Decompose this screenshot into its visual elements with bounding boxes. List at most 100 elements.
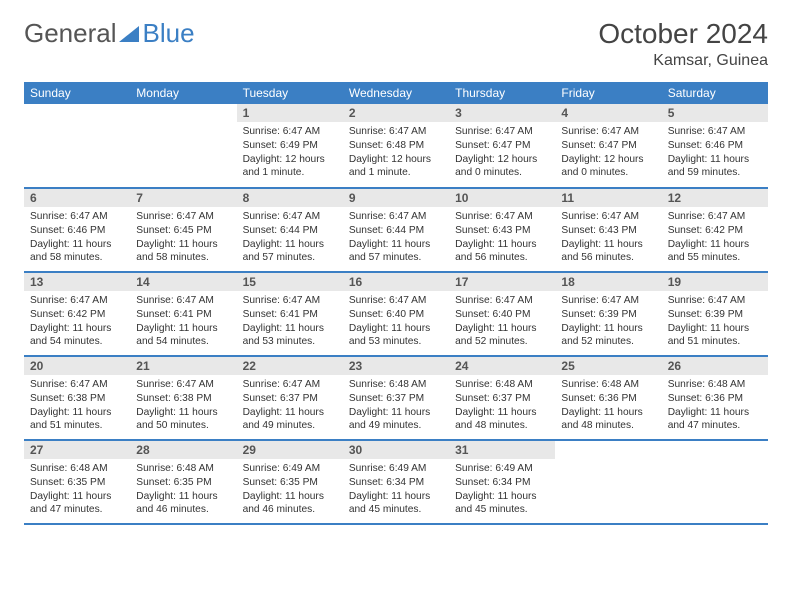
day-number: 29	[237, 441, 343, 459]
calendar-table: Sunday Monday Tuesday Wednesday Thursday…	[24, 82, 768, 525]
calendar-cell	[555, 440, 661, 524]
day-details: Sunrise: 6:47 AMSunset: 6:47 PMDaylight:…	[449, 122, 555, 184]
calendar-cell: 21Sunrise: 6:47 AMSunset: 6:38 PMDayligh…	[130, 356, 236, 440]
daylight-text: Daylight: 11 hours and 46 minutes.	[243, 490, 337, 518]
day-details: Sunrise: 6:48 AMSunset: 6:36 PMDaylight:…	[555, 375, 661, 437]
daylight-text: Daylight: 11 hours and 46 minutes.	[136, 490, 230, 518]
calendar-cell: 15Sunrise: 6:47 AMSunset: 6:41 PMDayligh…	[237, 272, 343, 356]
weekday-sun: Sunday	[24, 82, 130, 104]
sunrise-text: Sunrise: 6:47 AM	[30, 210, 124, 224]
day-details: Sunrise: 6:47 AMSunset: 6:46 PMDaylight:…	[662, 122, 768, 184]
calendar-cell	[24, 104, 130, 188]
sunset-text: Sunset: 6:42 PM	[30, 308, 124, 322]
daylight-text: Daylight: 11 hours and 51 minutes.	[30, 406, 124, 434]
day-details: Sunrise: 6:47 AMSunset: 6:49 PMDaylight:…	[237, 122, 343, 184]
sunset-text: Sunset: 6:46 PM	[668, 139, 762, 153]
day-details: Sunrise: 6:47 AMSunset: 6:44 PMDaylight:…	[343, 207, 449, 269]
sunrise-text: Sunrise: 6:47 AM	[668, 125, 762, 139]
daylight-text: Daylight: 12 hours and 1 minute.	[349, 153, 443, 181]
sunrise-text: Sunrise: 6:47 AM	[668, 294, 762, 308]
day-number: 14	[130, 273, 236, 291]
sunrise-text: Sunrise: 6:47 AM	[243, 125, 337, 139]
day-number: 7	[130, 189, 236, 207]
day-details: Sunrise: 6:47 AMSunset: 6:45 PMDaylight:…	[130, 207, 236, 269]
day-number: 13	[24, 273, 130, 291]
calendar-row: 20 Sunrise: 6:47 AMSunset: 6:38 PM Dayligh…	[24, 356, 768, 440]
sunset-text: Sunset: 6:44 PM	[243, 224, 337, 238]
calendar-cell: 26Sunrise: 6:48 AMSunset: 6:36 PMDayligh…	[662, 356, 768, 440]
logo-word-1: General	[24, 18, 117, 49]
sunrise-text: Sunrise: 6:47 AM	[136, 294, 230, 308]
weekday-mon: Monday	[130, 82, 236, 104]
daylight-text: Daylight: 11 hours and 53 minutes.	[243, 322, 337, 350]
day-number: 19	[662, 273, 768, 291]
weekday-fri: Friday	[555, 82, 661, 104]
sunset-text: Sunset: 6:43 PM	[561, 224, 655, 238]
weekday-wed: Wednesday	[343, 82, 449, 104]
daylight-text: Daylight: 11 hours and 58 minutes.	[136, 238, 230, 266]
sunset-text: Sunset: 6:37 PM	[455, 392, 549, 406]
sunset-text: Sunset: 6:41 PM	[136, 308, 230, 322]
calendar-body: 1Sunrise: 6:47 AMSunset: 6:49 PMDaylight…	[24, 104, 768, 524]
sunrise-text: Sunrise: 6:47 AM	[455, 294, 549, 308]
day-details: Sunrise: 6:47 AMSunset: 6:42 PMDaylight:…	[24, 291, 130, 353]
weekday-sat: Saturday	[662, 82, 768, 104]
day-number: 15	[237, 273, 343, 291]
day-details: Sunrise: 6:47 AMSunset: 6:47 PMDaylight:…	[555, 122, 661, 184]
daylight-text: Daylight: 12 hours and 0 minutes.	[455, 153, 549, 181]
day-number: 18	[555, 273, 661, 291]
day-number: 20	[24, 357, 130, 375]
daylight-text: Daylight: 11 hours and 56 minutes.	[561, 238, 655, 266]
sunrise-text: Sunrise: 6:48 AM	[561, 378, 655, 392]
sunset-text: Sunset: 6:44 PM	[349, 224, 443, 238]
daylight-text: Daylight: 11 hours and 59 minutes.	[668, 153, 762, 181]
day-details: Sunrise: 6:47 AMSunset: 6:44 PMDaylight:…	[237, 207, 343, 269]
sunset-text: Sunset: 6:47 PM	[455, 139, 549, 153]
sunrise-text: Sunrise: 6:47 AM	[136, 378, 230, 392]
calendar-cell: 30Sunrise: 6:49 AMSunset: 6:34 PMDayligh…	[343, 440, 449, 524]
day-number: 1	[237, 104, 343, 122]
calendar-cell: 3Sunrise: 6:47 AMSunset: 6:47 PMDaylight…	[449, 104, 555, 188]
sunrise-text: Sunrise: 6:49 AM	[243, 462, 337, 476]
logo-sail-icon	[119, 24, 141, 44]
sunset-text: Sunset: 6:36 PM	[561, 392, 655, 406]
calendar-cell: 16Sunrise: 6:47 AMSunset: 6:40 PMDayligh…	[343, 272, 449, 356]
calendar-cell: 14Sunrise: 6:47 AMSunset: 6:41 PMDayligh…	[130, 272, 236, 356]
sunset-text: Sunset: 6:41 PM	[243, 308, 337, 322]
sunset-text: Sunset: 6:37 PM	[349, 392, 443, 406]
calendar-cell: 6Sunrise: 6:47 AMSunset: 6:46 PMDaylight…	[24, 188, 130, 272]
daylight-text: Daylight: 11 hours and 57 minutes.	[349, 238, 443, 266]
sunset-text: Sunset: 6:34 PM	[349, 476, 443, 490]
sunset-text: Sunset: 6:37 PM	[243, 392, 337, 406]
location: Kamsar, Guinea	[598, 52, 768, 70]
sunrise-text: Sunrise: 6:47 AM	[136, 210, 230, 224]
sunset-text: Sunset: 6:38 PM	[136, 392, 230, 406]
day-number: 23	[343, 357, 449, 375]
sunrise-text: Sunrise: 6:48 AM	[668, 378, 762, 392]
daylight-text: Daylight: 11 hours and 47 minutes.	[668, 406, 762, 434]
calendar-cell: 20Sunrise: 6:47 AMSunset: 6:38 PMDayligh…	[24, 356, 130, 440]
day-number: 8	[237, 189, 343, 207]
day-details: Sunrise: 6:47 AMSunset: 6:41 PMDaylight:…	[130, 291, 236, 353]
sunrise-text: Sunrise: 6:48 AM	[30, 462, 124, 476]
day-number: 30	[343, 441, 449, 459]
daylight-text: Daylight: 11 hours and 45 minutes.	[455, 490, 549, 518]
sunset-text: Sunset: 6:35 PM	[136, 476, 230, 490]
sunrise-text: Sunrise: 6:47 AM	[349, 125, 443, 139]
day-number: 10	[449, 189, 555, 207]
sunrise-text: Sunrise: 6:47 AM	[30, 294, 124, 308]
day-number: 17	[449, 273, 555, 291]
calendar-cell: 11Sunrise: 6:47 AMSunset: 6:43 PMDayligh…	[555, 188, 661, 272]
daylight-text: Daylight: 11 hours and 55 minutes.	[668, 238, 762, 266]
weekday-thu: Thursday	[449, 82, 555, 104]
day-details: Sunrise: 6:47 AMSunset: 6:48 PMDaylight:…	[343, 122, 449, 184]
day-number: 22	[237, 357, 343, 375]
daylight-text: Daylight: 11 hours and 48 minutes.	[455, 406, 549, 434]
sunset-text: Sunset: 6:35 PM	[30, 476, 124, 490]
daylight-text: Daylight: 12 hours and 0 minutes.	[561, 153, 655, 181]
calendar-cell: 18Sunrise: 6:47 AMSunset: 6:39 PMDayligh…	[555, 272, 661, 356]
day-number: 6	[24, 189, 130, 207]
calendar-cell: 31Sunrise: 6:49 AMSunset: 6:34 PMDayligh…	[449, 440, 555, 524]
calendar-cell: 25Sunrise: 6:48 AMSunset: 6:36 PMDayligh…	[555, 356, 661, 440]
weekday-tue: Tuesday	[237, 82, 343, 104]
